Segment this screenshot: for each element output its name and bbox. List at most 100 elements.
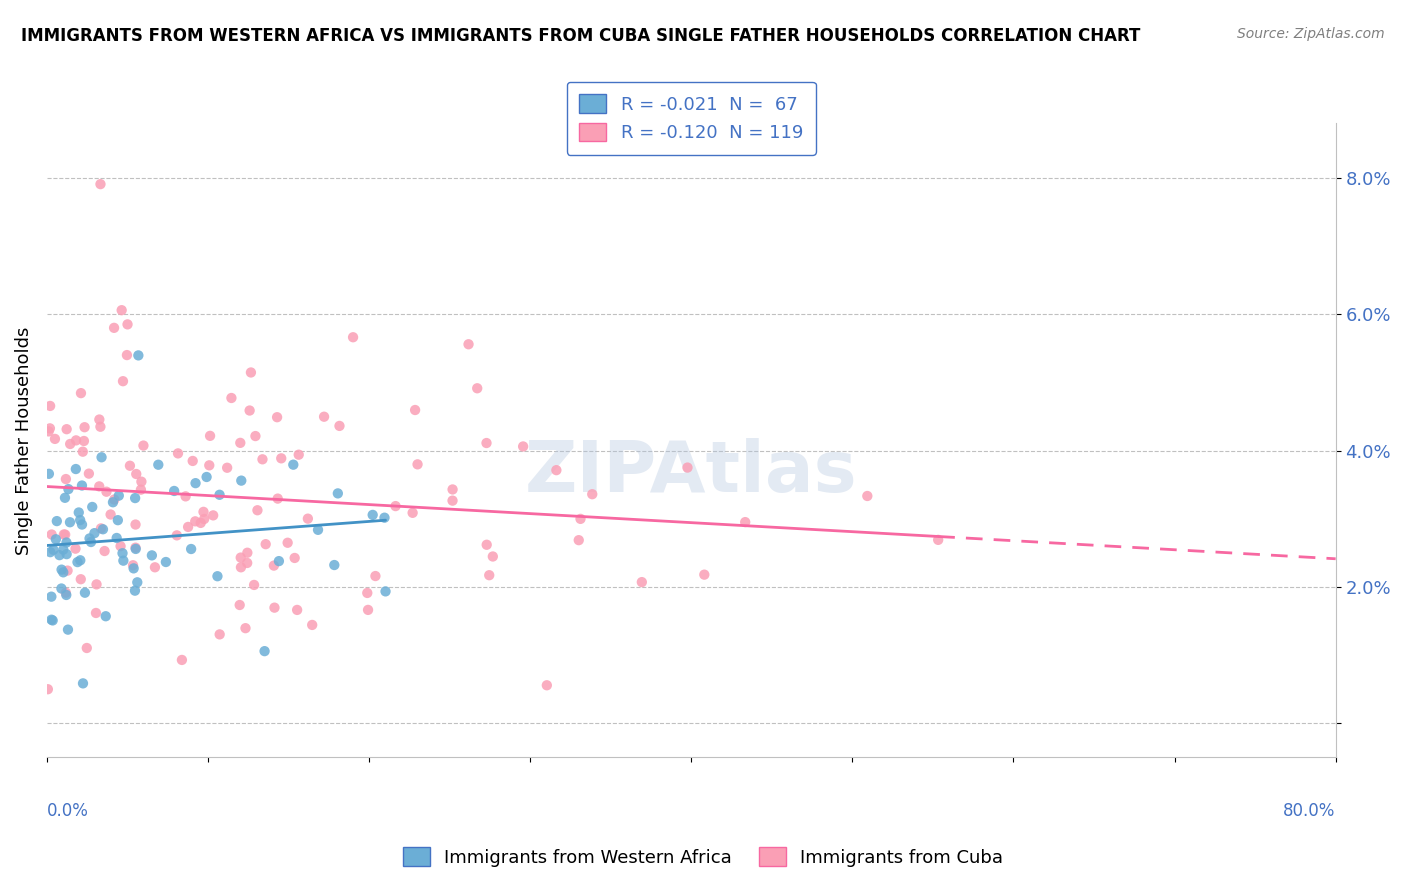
Point: [67, 506, 90, 520]
Point: [69, 572, 91, 586]
Point: [41, 614, 63, 628]
Point: [231, 474, 253, 488]
Point: [72, 444, 94, 458]
Point: [79, 532, 101, 546]
Point: [132, 439, 155, 453]
Point: [105, 531, 128, 545]
Point: [457, 337, 479, 351]
Point: [441, 493, 464, 508]
Point: [55, 535, 77, 549]
Point: [536, 678, 558, 692]
Y-axis label: Single Father Households: Single Father Households: [15, 326, 32, 555]
Point: [252, 452, 274, 467]
Point: [84, 606, 107, 620]
Point: [66, 555, 89, 569]
Point: [482, 549, 505, 564]
Text: ZIPAtlas: ZIPAtlas: [524, 438, 858, 507]
Point: [65, 434, 87, 448]
Point: [184, 514, 207, 528]
Point: [328, 418, 350, 433]
Point: [103, 492, 125, 507]
Point: [93, 544, 115, 558]
Point: [52, 566, 75, 580]
Point: [124, 517, 146, 532]
Point: [207, 569, 229, 583]
Point: [103, 321, 125, 335]
Point: [42, 542, 65, 557]
Point: [141, 549, 163, 563]
Point: [112, 554, 135, 568]
Point: [174, 489, 197, 503]
Point: [55, 585, 77, 599]
Point: [287, 448, 309, 462]
Point: [90, 521, 112, 535]
Point: [115, 348, 138, 362]
Point: [59, 437, 82, 451]
Point: [127, 575, 149, 590]
Point: [38, 421, 60, 435]
Point: [125, 467, 148, 481]
Point: [69, 553, 91, 567]
Point: [239, 403, 262, 417]
Point: [401, 506, 423, 520]
Point: [307, 523, 329, 537]
Point: [107, 489, 129, 503]
Point: [48, 548, 70, 562]
Point: [65, 541, 87, 556]
Point: [384, 499, 406, 513]
Point: [111, 303, 134, 318]
Point: [124, 541, 146, 555]
Point: [124, 491, 146, 505]
Point: [374, 584, 396, 599]
Point: [184, 476, 207, 491]
Point: [69, 513, 91, 527]
Point: [89, 479, 111, 493]
Point: [117, 318, 139, 332]
Point: [127, 348, 149, 362]
Point: [125, 541, 148, 556]
Point: [45, 514, 67, 528]
Point: [478, 568, 501, 582]
Point: [357, 603, 380, 617]
Point: [55, 472, 77, 486]
Point: [56, 564, 79, 578]
Point: [89, 419, 111, 434]
Point: [734, 515, 756, 529]
Point: [101, 495, 124, 509]
Point: [236, 556, 259, 570]
Text: Source: ZipAtlas.com: Source: ZipAtlas.com: [1237, 27, 1385, 41]
Point: [59, 515, 82, 529]
Point: [312, 409, 335, 424]
Point: [198, 429, 221, 443]
Point: [39, 399, 62, 413]
Point: [73, 434, 96, 448]
Legend: Immigrants from Western Africa, Immigrants from Cuba: Immigrants from Western Africa, Immigran…: [395, 840, 1011, 874]
Point: [55, 547, 77, 561]
Point: [243, 578, 266, 592]
Point: [129, 483, 152, 497]
Point: [193, 505, 215, 519]
Point: [38, 467, 60, 481]
Point: [96, 484, 118, 499]
Point: [44, 432, 66, 446]
Point: [41, 590, 63, 604]
Point: [856, 489, 879, 503]
Point: [193, 512, 215, 526]
Point: [181, 454, 204, 468]
Point: [58, 482, 80, 496]
Point: [65, 462, 87, 476]
Point: [512, 440, 534, 454]
Point: [217, 460, 239, 475]
Point: [55, 422, 77, 436]
Point: [326, 486, 349, 500]
Point: [229, 550, 252, 565]
Point: [37, 682, 59, 697]
Point: [195, 470, 218, 484]
Text: 80.0%: 80.0%: [1284, 802, 1336, 820]
Point: [284, 551, 307, 566]
Point: [53, 491, 76, 505]
Point: [229, 435, 252, 450]
Legend: R = -0.021  N =  67, R = -0.120  N = 119: R = -0.021 N = 67, R = -0.120 N = 119: [567, 82, 815, 154]
Point: [254, 537, 277, 551]
Point: [361, 508, 384, 522]
